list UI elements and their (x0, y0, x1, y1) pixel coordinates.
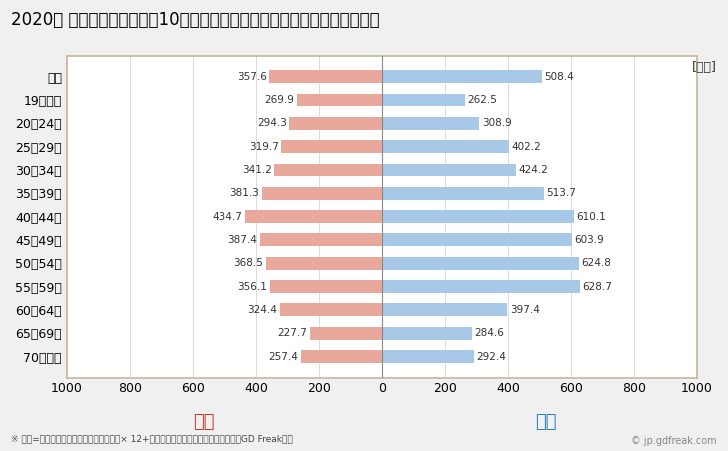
Text: 397.4: 397.4 (510, 305, 539, 315)
Text: 381.3: 381.3 (229, 188, 259, 198)
Bar (289, 117, 382, 130)
Bar (382, 257, 579, 270)
Text: 284.6: 284.6 (474, 328, 504, 338)
Text: [万円]: [万円] (692, 61, 717, 74)
Bar (382, 327, 472, 340)
Text: 357.6: 357.6 (237, 72, 266, 82)
Bar (382, 70, 542, 83)
Bar (245, 210, 382, 223)
Text: 628.7: 628.7 (582, 281, 612, 291)
Bar (310, 327, 382, 340)
Text: 男性: 男性 (535, 413, 557, 431)
Text: 513.7: 513.7 (546, 188, 576, 198)
Text: 402.2: 402.2 (511, 142, 541, 152)
Text: 269.9: 269.9 (264, 95, 294, 105)
Text: 368.5: 368.5 (234, 258, 264, 268)
Text: 341.2: 341.2 (242, 165, 272, 175)
Text: 262.5: 262.5 (467, 95, 497, 105)
Text: 319.7: 319.7 (249, 142, 279, 152)
Bar (274, 164, 382, 176)
Text: © jp.gdfreak.com: © jp.gdfreak.com (631, 437, 717, 446)
Text: 294.3: 294.3 (257, 118, 287, 128)
Text: 434.7: 434.7 (213, 212, 242, 221)
Bar (382, 164, 515, 176)
Bar (382, 350, 474, 363)
Bar (266, 257, 382, 270)
Bar (297, 93, 382, 106)
Text: 308.9: 308.9 (482, 118, 512, 128)
Bar (269, 70, 382, 83)
Bar (301, 350, 382, 363)
Bar (382, 140, 509, 153)
Bar (260, 234, 382, 246)
Text: 2020年 民間企業（従業者数10人以上）フルタイム労働者の男女別平均年収: 2020年 民間企業（従業者数10人以上）フルタイム労働者の男女別平均年収 (11, 11, 379, 29)
Bar (382, 210, 574, 223)
Bar (269, 280, 382, 293)
Bar (382, 234, 572, 246)
Text: 624.8: 624.8 (582, 258, 612, 268)
Text: 227.7: 227.7 (278, 328, 308, 338)
Text: ※ 年収=「きまって支給する現金給与額」× 12+「年間賞与その他特別給与額」としてGD Freak推計: ※ 年収=「きまって支給する現金給与額」× 12+「年間賞与その他特別給与額」と… (11, 434, 293, 443)
Bar (382, 187, 544, 200)
Text: 424.2: 424.2 (518, 165, 548, 175)
Text: 324.4: 324.4 (248, 305, 277, 315)
Bar (382, 280, 580, 293)
Text: 356.1: 356.1 (237, 281, 267, 291)
Bar (262, 187, 382, 200)
Bar (382, 304, 507, 316)
Text: 257.4: 257.4 (269, 351, 298, 362)
Text: 292.4: 292.4 (477, 351, 507, 362)
Bar (281, 140, 382, 153)
Text: 603.9: 603.9 (574, 235, 604, 245)
Bar (382, 93, 464, 106)
Text: 387.4: 387.4 (227, 235, 257, 245)
Text: 610.1: 610.1 (577, 212, 606, 221)
Text: 女性: 女性 (193, 413, 215, 431)
Bar (280, 304, 382, 316)
Bar (382, 117, 479, 130)
Text: 508.4: 508.4 (545, 72, 574, 82)
